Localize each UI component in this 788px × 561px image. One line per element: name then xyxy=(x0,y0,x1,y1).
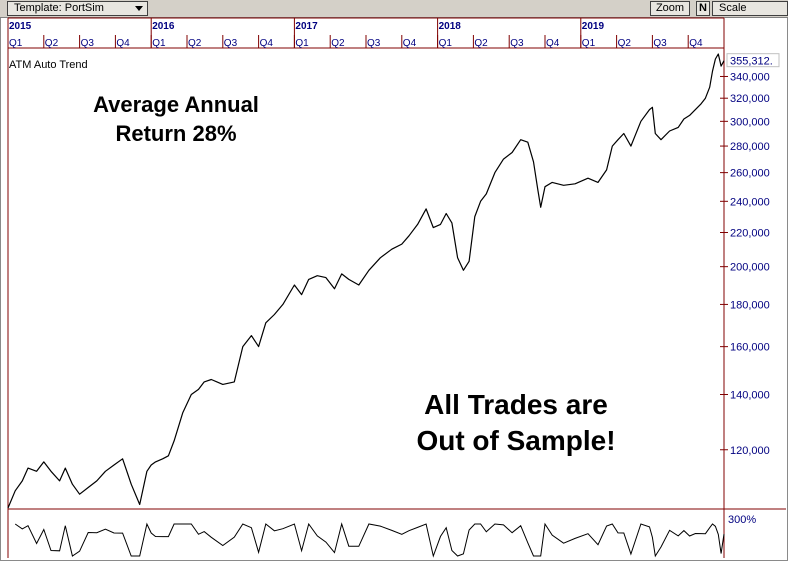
y-tick-label: 220,000 xyxy=(730,227,770,239)
sub-panel xyxy=(14,522,725,558)
dropdown-arrow-icon xyxy=(135,6,143,11)
y-tick-label: 140,000 xyxy=(730,389,770,401)
chart-title: ATM Auto Trend xyxy=(9,59,88,71)
quarter-label: Q2 xyxy=(474,38,488,49)
return-annotation-line1: Average Annual xyxy=(93,92,259,117)
scale-button[interactable]: Scale xyxy=(712,1,788,16)
sample-annotation-line1: All Trades are xyxy=(424,389,608,420)
y-tick-label: 120,000 xyxy=(730,445,770,457)
return-annotation-line2: Return 28% xyxy=(115,121,236,146)
template-dropdown[interactable]: Template: PortSim xyxy=(7,1,148,16)
year-label: 2015 xyxy=(9,21,32,32)
sample-annotation-line2: Out of Sample! xyxy=(416,425,615,456)
zoom-button[interactable]: Zoom xyxy=(650,1,690,16)
n-button[interactable]: N xyxy=(696,1,710,16)
quarter-label: Q3 xyxy=(367,38,381,49)
y-tick-label: 260,000 xyxy=(730,168,770,180)
quarter-label: Q1 xyxy=(9,38,23,49)
quarter-label: Q2 xyxy=(188,38,202,49)
quarter-label: Q4 xyxy=(260,38,274,49)
quarter-label: Q2 xyxy=(331,38,345,49)
quarter-label: Q4 xyxy=(403,38,417,49)
last-value-label: 355,312. xyxy=(730,56,773,68)
quarter-label: Q1 xyxy=(439,38,453,49)
quarter-label: Q4 xyxy=(689,38,703,49)
sub-panel-label: 300% xyxy=(728,514,756,526)
year-label: 2019 xyxy=(582,21,605,32)
quarter-label: Q3 xyxy=(653,38,667,49)
last-value-box xyxy=(726,53,780,68)
y-tick-label: 340,000 xyxy=(730,71,770,83)
y-tick-label: 300,000 xyxy=(730,116,770,128)
y-tick-label: 180,000 xyxy=(730,299,770,311)
y-tick-label: 200,000 xyxy=(730,262,770,274)
year-label: 2018 xyxy=(439,21,462,32)
quarter-label: Q2 xyxy=(45,38,59,49)
year-label: 2017 xyxy=(295,21,318,32)
quarter-label: Q1 xyxy=(152,38,166,49)
quarter-label: Q3 xyxy=(510,38,524,49)
equity-curve xyxy=(7,53,725,509)
quarter-label: Q4 xyxy=(546,38,560,49)
y-tick-label: 320,000 xyxy=(730,93,770,105)
quarter-label: Q4 xyxy=(116,38,130,49)
quarter-label: Q3 xyxy=(81,38,95,49)
equity-line xyxy=(7,53,725,509)
year-label: 2016 xyxy=(152,21,175,32)
quarter-label: Q1 xyxy=(582,38,596,49)
sub-panel-line xyxy=(14,522,725,558)
template-label: Template: PortSim xyxy=(14,2,104,14)
y-tick-label: 240,000 xyxy=(730,196,770,208)
y-tick-label: 280,000 xyxy=(730,141,770,153)
quarter-label: Q2 xyxy=(618,38,632,49)
quarter-label: Q3 xyxy=(224,38,238,49)
y-tick-label: 160,000 xyxy=(730,342,770,354)
chart-axes: 2015 2016 2017 2018 2019 Q1 Q2 Q3 Q4 Q1 Q2 Q3 Q4 Q1 Q2… xyxy=(7,17,786,558)
quarter-label: Q1 xyxy=(295,38,309,49)
